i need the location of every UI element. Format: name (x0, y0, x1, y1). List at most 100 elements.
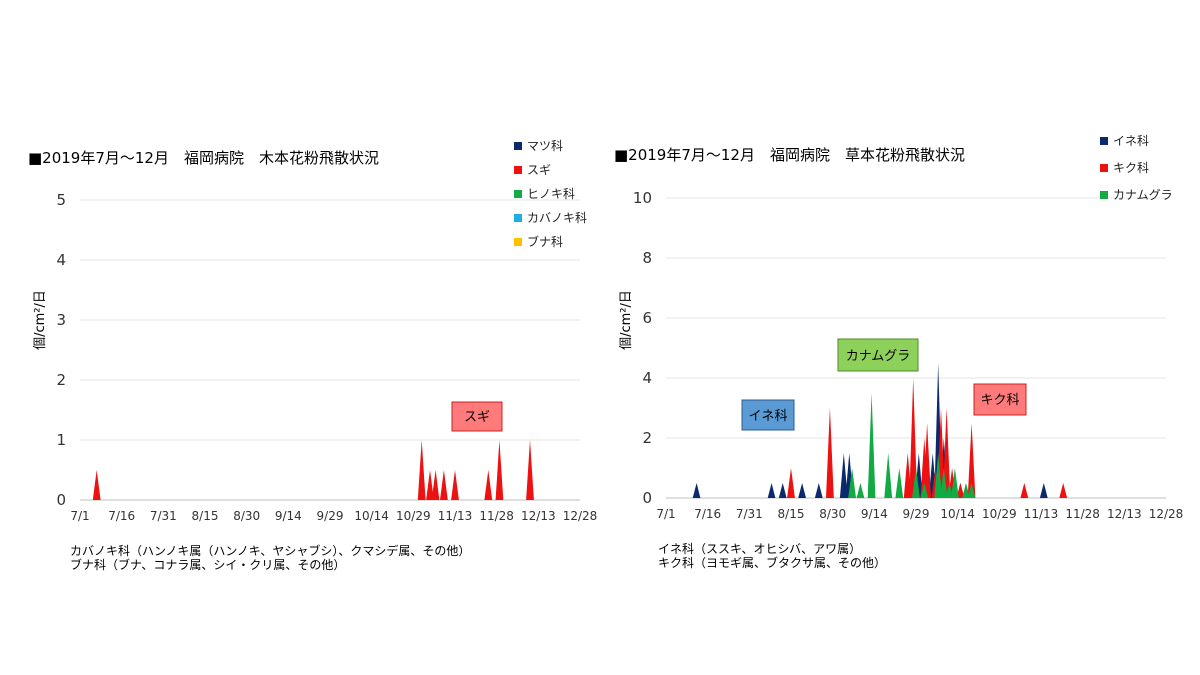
x-tick-label: 12/13 (521, 509, 556, 523)
spike-イネ科 (1039, 483, 1048, 498)
x-tick-label: 9/29 (317, 509, 344, 523)
footnote: カバノキ科（ハンノキ属（ハンノキ、ヤシャブシ）、クマシデ属、その他） (70, 543, 470, 558)
footnote: ブナ科（ブナ、コナラ属、シイ・クリ属、その他） (70, 557, 345, 572)
x-tick-label: 12/13 (1107, 507, 1142, 521)
spike-スギ (484, 470, 493, 500)
y-tick-label: 4 (56, 251, 66, 269)
spike-スギ (431, 470, 440, 500)
legend-swatch (514, 214, 522, 222)
legend-label: スギ (527, 163, 551, 177)
x-tick-label: 7/16 (108, 509, 135, 523)
spike-キク科 (787, 468, 795, 498)
spike-スギ (426, 470, 434, 500)
spike-カナムグラ (856, 483, 865, 498)
spike-イネ科 (839, 453, 848, 498)
legend-swatch (1100, 164, 1108, 172)
y-tick-label: 0 (642, 489, 652, 507)
legend-label: キク科 (1113, 161, 1149, 175)
spike-イネ科 (778, 483, 787, 498)
y-axis-label: 個/cm²/日 (33, 290, 48, 350)
annotation-box (973, 383, 1027, 416)
x-axis: 7/1 7/16 7/31 8/15 8/30 9/14 9/29 10/14 10/29 11/… (70, 509, 597, 523)
spike-カナムグラ (895, 468, 904, 498)
x-tick-label: 7/1 (656, 507, 675, 521)
spike-キク科 (826, 408, 834, 498)
legend-swatch (514, 166, 522, 174)
spike-スギ (92, 470, 101, 500)
x-tick-label: 10/29 (982, 507, 1017, 521)
x-tick-label: 9/29 (903, 507, 930, 521)
legend-swatch (514, 190, 522, 198)
y-tick-label: 3 (56, 311, 66, 329)
spike-キク科 (923, 423, 931, 498)
spike-イネ科 (692, 483, 701, 498)
grid (80, 199, 580, 501)
spike-イネ科 (798, 483, 806, 498)
y-tick-label: 2 (642, 429, 652, 447)
annotation-label: イネ科 (748, 409, 787, 424)
x-tick-label: 7/1 (70, 509, 89, 523)
annotation-sugi: スギ (451, 401, 503, 432)
spike-カナムグラ (945, 483, 954, 498)
y-tick-label: 5 (56, 191, 66, 209)
spike-キク科 (1059, 483, 1068, 498)
spike-スギ (526, 440, 534, 500)
spike-カナムグラ (920, 483, 929, 498)
spike-カナムグラ (867, 393, 876, 498)
y-axis-label: 個/cm²/日 (619, 290, 634, 350)
x-axis: 7/1 7/16 7/31 8/15 8/30 9/14 9/29 10/14 10/29 11/… (656, 507, 1183, 521)
chart-herbaceous: ■2019年7月～12月 福岡病院 草本花粉飛散状況 個/cm²/日 0 2 4 6 8… (614, 134, 1183, 570)
spike-キク科 (956, 483, 965, 498)
spike-カナムグラ (934, 453, 943, 498)
legend-label: カバノキ科 (527, 211, 587, 225)
annotation-ine: イネ科 (741, 399, 795, 431)
annotation-box (451, 401, 503, 432)
spike-スギ (417, 440, 426, 500)
chart-woody: ■2019年7月～12月 福岡病院 木本花粉飛散状況 個/cm²/日 0 1 2 3 4… (28, 139, 597, 572)
footnote: キク科（ヨモギ属、ブタクサ属、その他） (658, 555, 886, 570)
legend-swatch (514, 238, 522, 246)
annotation-label: キク科 (980, 393, 1019, 408)
spike-キク科 (1020, 483, 1029, 498)
legend-label: ブナ科 (527, 234, 563, 249)
spike-キク科 (903, 453, 912, 498)
x-tick-label: 10/14 (354, 509, 389, 523)
spike-カナムグラ (951, 468, 959, 498)
x-tick-label: 11/13 (1024, 507, 1059, 521)
legend-swatch (1100, 137, 1108, 145)
x-tick-label: 11/13 (438, 509, 473, 523)
y-tick-label: 4 (642, 369, 652, 387)
y-axis: 0 2 4 6 8 10 (633, 189, 652, 507)
plot-area (92, 440, 534, 500)
x-tick-label: 9/14 (275, 509, 302, 523)
y-axis: 0 1 2 3 4 5 (56, 191, 66, 509)
plot-area (692, 363, 1068, 498)
spike-カナムグラ (848, 468, 856, 498)
spike-カナムグラ (884, 453, 893, 498)
spike-スギ (495, 440, 504, 500)
spike-イネ科 (767, 483, 776, 498)
legend-label: イネ科 (1113, 134, 1149, 148)
y-tick-label: 8 (642, 249, 652, 267)
y-tick-label: 6 (642, 309, 652, 327)
spike-イネ科 (814, 483, 823, 498)
x-tick-label: 10/29 (396, 509, 431, 523)
legend-swatch (514, 142, 522, 150)
footnote: イネ科（ススキ、オヒシバ、アワ属） (658, 542, 861, 556)
x-tick-label: 7/16 (694, 507, 721, 521)
y-tick-label: 0 (56, 491, 66, 509)
x-tick-label: 12/28 (1149, 507, 1184, 521)
annotation-label: カナムグラ (846, 349, 911, 364)
annotation-kanamugura: カナムグラ (837, 338, 919, 372)
chart-title: ■2019年7月～12月 福岡病院 木本花粉飛散状況 (28, 149, 379, 167)
annotation-label: スギ (464, 410, 490, 425)
legend-label: マツ科 (527, 139, 563, 153)
x-tick-label: 11/28 (479, 509, 514, 523)
chart-title: ■2019年7月～12月 福岡病院 草本花粉飛散状況 (614, 146, 965, 164)
x-tick-label: 7/31 (736, 507, 763, 521)
spike-カナムグラ (962, 483, 970, 498)
spike-カナムグラ (967, 483, 976, 498)
spike-カナムグラ (912, 468, 920, 498)
